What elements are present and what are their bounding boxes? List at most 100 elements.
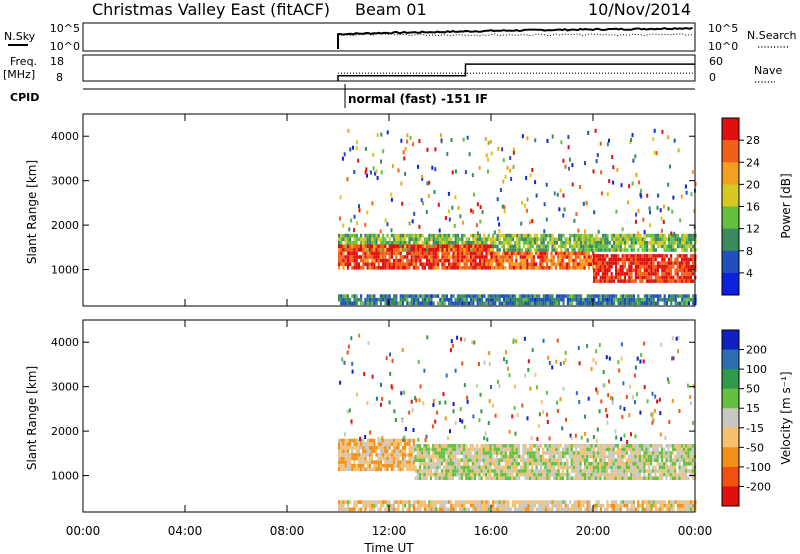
heat-cell [676, 503, 679, 508]
heat-cell [539, 266, 542, 270]
heat-cell [382, 262, 385, 266]
heat-cell [522, 462, 525, 466]
heat-cell [507, 237, 510, 241]
heat-cell [527, 359, 530, 364]
heat-cell [390, 442, 393, 446]
heat-cell [476, 297, 479, 302]
heat-cell [639, 254, 642, 258]
heat-cell [579, 465, 582, 470]
heat-cell [434, 266, 437, 270]
heat-cell [553, 462, 556, 466]
heat-cell [676, 261, 679, 265]
heat-cell [545, 182, 548, 187]
heat-cell [362, 255, 365, 259]
heat-cell [668, 500, 671, 504]
heat-cell [561, 462, 565, 466]
heat-cell [577, 248, 580, 252]
heat-cell [399, 251, 402, 256]
heat-cell [492, 507, 495, 512]
heat-cell [581, 451, 584, 455]
nsky-frame [82, 22, 696, 52]
heat-cell [509, 233, 512, 238]
heat-cell [610, 279, 613, 283]
heat-cell [346, 449, 349, 454]
heat-cell [641, 272, 644, 276]
heat-cell [586, 503, 589, 508]
heat-cell [459, 294, 462, 298]
heat-cell [537, 251, 540, 256]
heat-cell [421, 454, 424, 459]
heat-cell [454, 368, 457, 373]
heat-cell [671, 458, 675, 462]
heat-cell [353, 442, 356, 446]
heat-cell [514, 500, 517, 504]
heat-cell [499, 258, 502, 263]
heat-cell [443, 469, 446, 473]
heat-cell [446, 151, 449, 156]
heat-cell [560, 237, 563, 241]
heat-cell [599, 444, 602, 448]
heat-cell [375, 233, 378, 238]
heat-cell [360, 297, 363, 302]
colorbar-tick-label: 15 [746, 402, 760, 415]
heat-cell [654, 301, 657, 306]
heat-cell [460, 469, 463, 473]
heat-cell [581, 251, 584, 256]
heat-cell [669, 476, 672, 480]
heat-cell [421, 458, 424, 462]
heat-cell [459, 407, 462, 412]
heat-cell [397, 248, 400, 252]
heat-cell [357, 500, 360, 504]
heat-cell [448, 262, 451, 266]
heat-cell [616, 465, 620, 470]
heat-cell [579, 266, 582, 270]
heat-cell [453, 223, 456, 228]
heat-cell [395, 297, 398, 302]
heat-cell [434, 248, 437, 252]
heat-cell [386, 294, 389, 298]
heat-cell [459, 266, 462, 270]
heat-cell [338, 233, 341, 238]
heat-cell [445, 507, 448, 512]
heat-cell [344, 255, 347, 259]
heat-cell [577, 472, 580, 477]
heat-cell [643, 275, 646, 280]
heat-cell [478, 458, 481, 462]
heat-cell [670, 244, 673, 249]
heat-cell [608, 294, 611, 298]
heat-cell [349, 244, 352, 248]
heat-cell [465, 248, 468, 252]
heat-cell [566, 503, 569, 508]
colorbar-tick-label: 24 [746, 156, 760, 169]
heat-cell [428, 255, 431, 259]
heat-cell [439, 500, 442, 504]
heat-cell [668, 244, 671, 249]
heat-cell [660, 451, 664, 455]
heat-cell [400, 181, 403, 186]
heat-cell [586, 451, 589, 455]
heat-cell [566, 301, 569, 306]
heat-cell [526, 472, 529, 477]
heat-cell [671, 336, 674, 341]
heat-cell [408, 244, 411, 248]
heat-cell [355, 467, 358, 472]
heat-cell [576, 262, 579, 266]
heat-cell [546, 465, 549, 470]
heat-cell [493, 258, 496, 263]
heat-cell [388, 453, 391, 457]
heat-cell [617, 360, 620, 365]
heat-cell [617, 244, 620, 249]
heat-cell [604, 272, 607, 276]
heat-cell [353, 233, 356, 238]
heat-cell [637, 248, 640, 252]
heat-cell [559, 262, 562, 266]
heat-cell [572, 465, 576, 470]
heat-cell [410, 467, 413, 472]
heat-cell [443, 476, 446, 480]
heat-cell [430, 251, 433, 256]
heat-cell [532, 258, 535, 263]
heat-cell [615, 264, 618, 269]
heat-cell [615, 244, 618, 249]
heat-cell [575, 301, 578, 306]
heat-cell [656, 261, 659, 265]
